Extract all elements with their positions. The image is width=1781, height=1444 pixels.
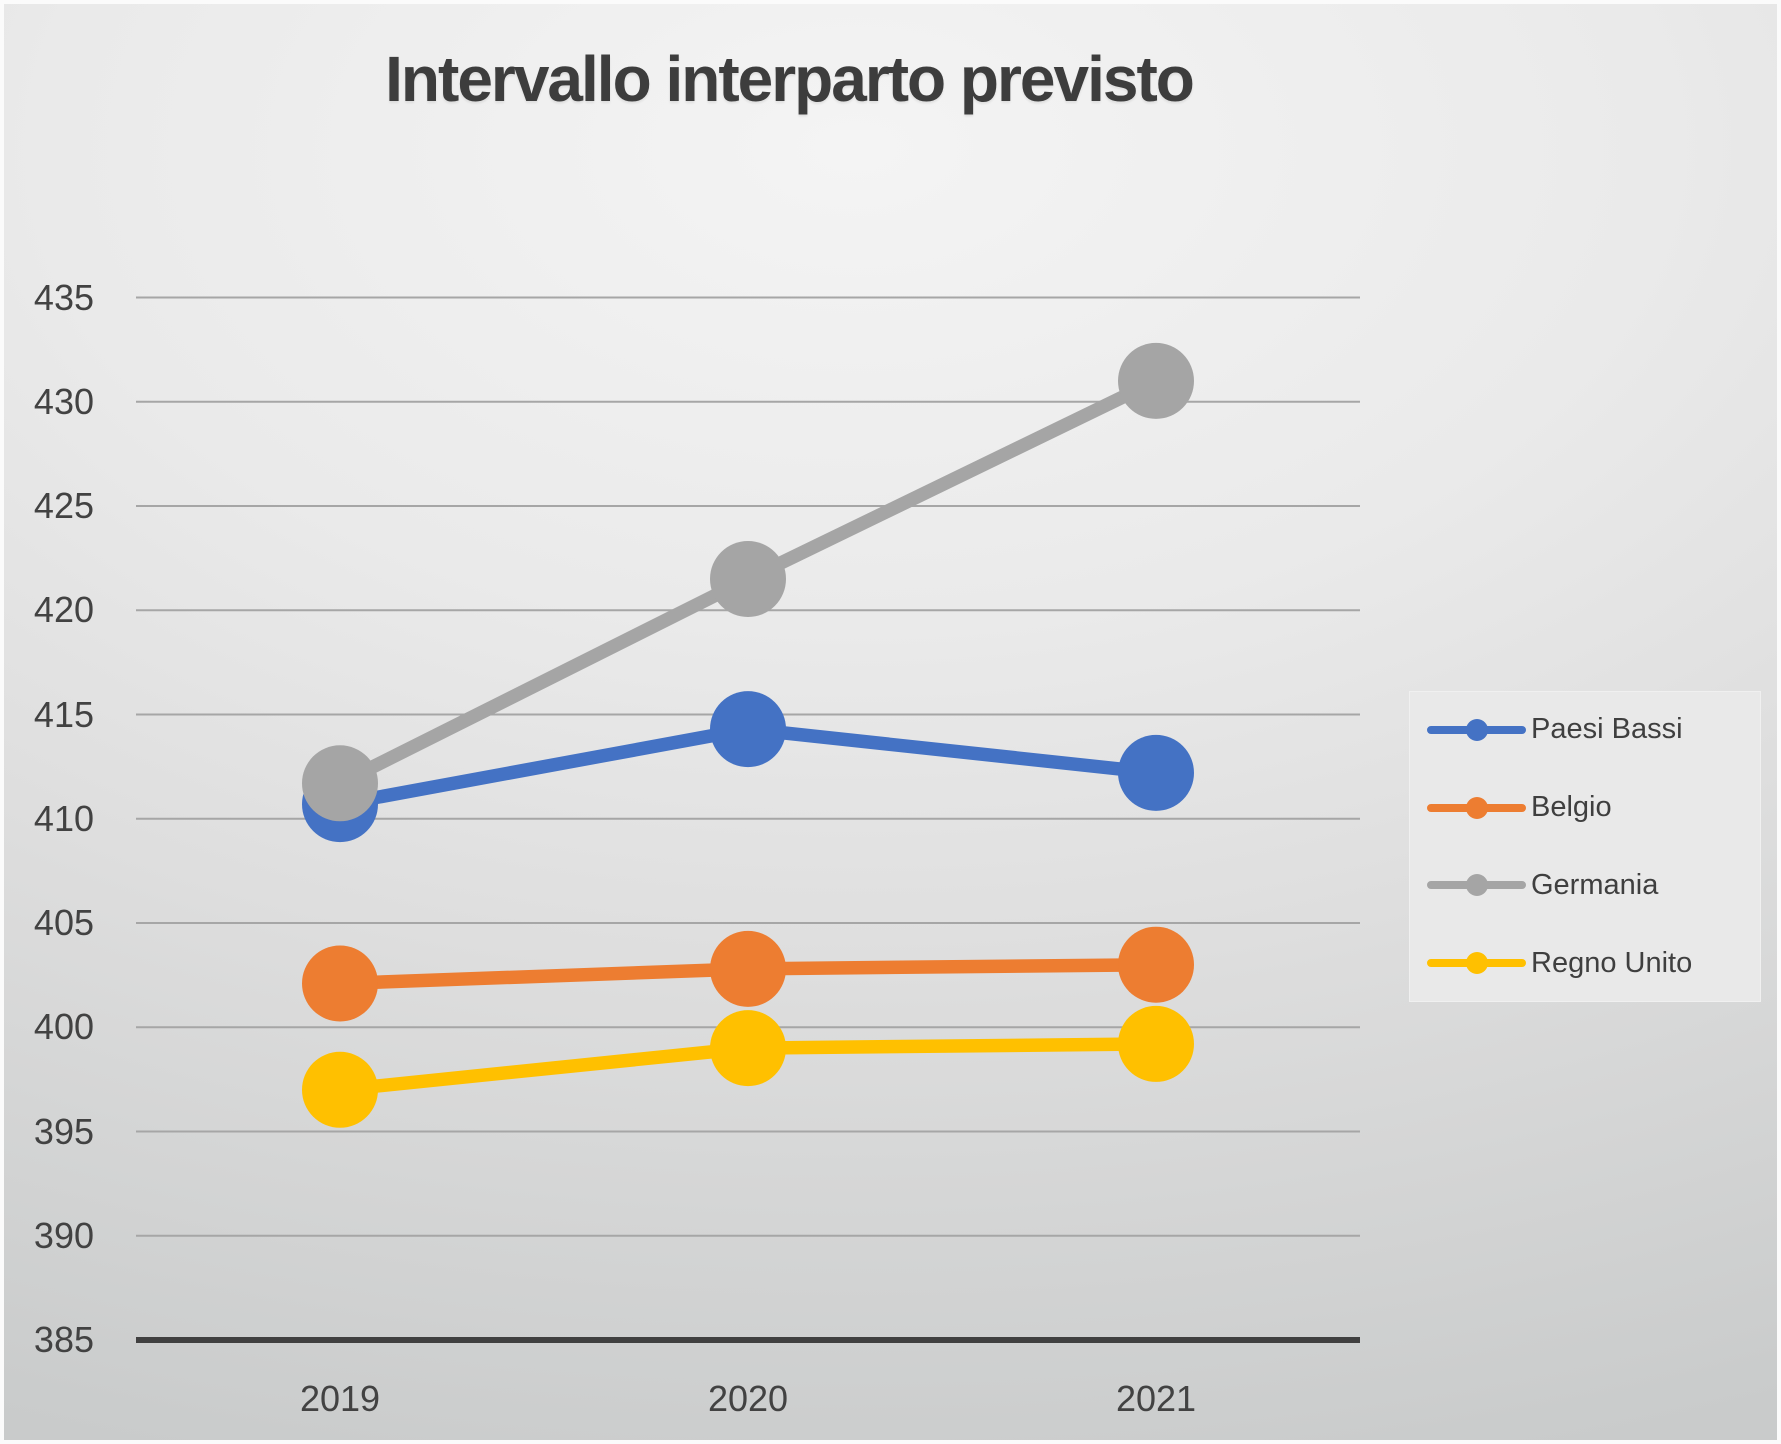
y-tick-label-425: 425 [33, 485, 94, 526]
data-point-paesi-bassi-2021 [1118, 734, 1194, 811]
legend-item-paesi-bassi: Paesi Bassi [1409, 700, 1761, 760]
y-tick-label-395: 395 [33, 1110, 94, 1152]
legend-item-belgio: Belgio [1409, 778, 1761, 838]
legend-line-marker-icon [1427, 952, 1526, 975]
legend-line-marker-icon [1427, 718, 1526, 741]
legend-marker-dot [1466, 796, 1488, 819]
data-point-germania-2021 [1118, 342, 1194, 419]
data-point-germania-2019 [302, 745, 378, 822]
y-tick-label-410: 410 [33, 797, 94, 839]
y-tick-label-435: 435 [33, 276, 94, 318]
x-tick-label-2021: 2021 [1115, 1378, 1197, 1419]
plot-area [136, 296, 1360, 1343]
data-point-regno-unito-2019 [302, 1051, 378, 1128]
legend-line-marker-icon [1427, 796, 1526, 819]
legend-label: Regno Unito [1531, 946, 1693, 979]
legend-label: Germania [1531, 868, 1659, 901]
data-point-regno-unito-2020 [710, 1010, 786, 1087]
y-tick-label-385: 385 [33, 1319, 94, 1360]
legend-marker-dot [1466, 874, 1488, 897]
legend-marker-dot [1466, 952, 1488, 975]
y-tick-label-390: 390 [33, 1214, 94, 1256]
y-tick-label-405: 405 [33, 902, 94, 943]
y-tick-label-415: 415 [33, 693, 94, 735]
legend-label: Belgio [1531, 791, 1612, 824]
legend-item-germania: Germania [1409, 855, 1761, 915]
data-point-belgio-2019 [302, 945, 378, 1022]
x-tick-label-2020: 2020 [707, 1378, 789, 1419]
y-tick-label-400: 400 [33, 1006, 94, 1048]
legend: Paesi Bassi Belgio Germania Regno Unito [1409, 691, 1761, 1002]
legend-item-regno-unito: Regno Unito [1409, 933, 1761, 993]
data-point-germania-2020 [710, 540, 786, 617]
chart-title: Intervallo interparto previsto [385, 43, 1195, 115]
x-tick-label-2019: 2019 [299, 1378, 381, 1419]
legend-marker-dot [1466, 718, 1488, 741]
legend-line-marker-icon [1427, 874, 1526, 897]
data-point-belgio-2021 [1118, 926, 1194, 1003]
y-tick-label-420: 420 [33, 589, 94, 631]
data-point-regno-unito-2021 [1118, 1005, 1194, 1082]
legend-label: Paesi Bassi [1531, 713, 1683, 746]
y-tick-label-430: 430 [33, 380, 94, 422]
data-point-belgio-2020 [710, 930, 786, 1007]
data-point-paesi-bassi-2020 [710, 691, 786, 768]
